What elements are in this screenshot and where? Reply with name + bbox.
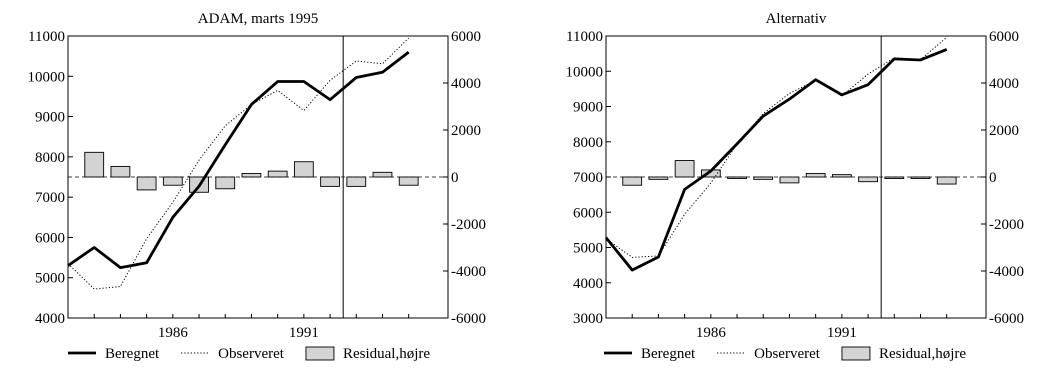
legend-label: Observeret xyxy=(218,346,285,362)
chart-title: Alternativ xyxy=(766,11,827,27)
legend: Beregnet Observeret Residual,højre xyxy=(604,346,966,362)
y-left-tick-label: 7000 xyxy=(573,170,603,186)
series-line-beregnet xyxy=(604,48,948,272)
residual-bar xyxy=(372,171,393,178)
residual-bar xyxy=(884,176,905,179)
residual-bar xyxy=(84,151,105,178)
y-right-tick-label: 4000 xyxy=(451,76,481,92)
residual-bar xyxy=(136,176,157,191)
y-left-tick-label: 6000 xyxy=(35,230,65,246)
residual-bar xyxy=(858,176,878,183)
chart-panel-2: Alternativ 3000 4000 5000 6000 7000 8000 9000 10… xyxy=(566,11,1025,362)
y-left-tick-label: 9000 xyxy=(35,110,65,126)
residual-bar xyxy=(398,176,419,186)
residual-bar xyxy=(110,165,131,178)
x-tick-label: 1991 xyxy=(289,325,319,341)
chart-title: ADAM, marts 1995 xyxy=(198,11,318,27)
y-right-tick-label: 6000 xyxy=(989,29,1019,45)
x-tick-label: 1986 xyxy=(158,325,189,341)
legend-label: Residual,højre xyxy=(879,346,966,362)
legend-label: Residual,højre xyxy=(343,346,430,362)
y-left-tick-label: 5000 xyxy=(35,271,65,287)
series-line-observeret xyxy=(67,37,410,290)
y-left-tick-label: 10000 xyxy=(566,64,604,80)
y-right-tick-label: 2000 xyxy=(451,123,481,139)
y-right-tick-label: -4000 xyxy=(451,264,486,280)
chart-panel-1: ADAM, marts 1995 4000 5000 6000 7000 8000 9000… xyxy=(28,11,487,362)
y-left-tick-label: 11000 xyxy=(28,29,65,45)
residual-bar xyxy=(936,176,957,185)
residual-bar xyxy=(779,176,800,184)
residual-bar xyxy=(241,173,262,178)
legend-label: Beregnet xyxy=(105,346,160,362)
y-left-tick-label: 3000 xyxy=(573,311,603,327)
series-line-observeret xyxy=(605,37,948,258)
residual-bar xyxy=(215,176,236,190)
legend-label: Observeret xyxy=(754,346,821,362)
x-tick-label: 1986 xyxy=(696,325,727,341)
legend: Beregnet Observeret Residual,højre xyxy=(68,346,430,362)
y-left-tick-label: 6000 xyxy=(573,205,603,221)
residual-bar xyxy=(648,176,669,180)
residual-bar xyxy=(320,176,340,187)
legend-label: Beregnet xyxy=(641,346,696,362)
residual-bar xyxy=(910,176,931,179)
legend-swatch-residual xyxy=(841,346,871,361)
residual-bar xyxy=(805,173,826,178)
residual-bar xyxy=(293,161,314,178)
y-left-tick-label: 9000 xyxy=(573,100,603,116)
y-right-tick-label: -2000 xyxy=(989,217,1024,233)
y-left-tick-label: 8000 xyxy=(35,150,65,166)
y-left-tick-label: 10000 xyxy=(28,69,66,85)
residual-bar xyxy=(674,160,695,178)
y-right-tick-label: -2000 xyxy=(451,217,486,233)
y-left-tick-label: 5000 xyxy=(573,241,603,257)
residual-bar xyxy=(753,176,774,180)
y-right-tick-label: 6000 xyxy=(451,29,481,45)
y-left-tick-label: 7000 xyxy=(35,190,65,206)
residual-bar xyxy=(162,176,183,186)
y-left-tick-label: 11000 xyxy=(566,29,603,45)
y-right-tick-label: 4000 xyxy=(989,76,1019,92)
y-right-tick-label: 0 xyxy=(989,170,997,186)
residual-bar xyxy=(267,170,288,178)
series-line-beregnet xyxy=(67,51,410,270)
legend-swatch-residual xyxy=(305,346,335,361)
y-right-tick-label: 0 xyxy=(451,170,459,186)
residual-bar xyxy=(727,176,747,179)
residual-bar xyxy=(622,176,643,186)
y-left-tick-label: 8000 xyxy=(573,135,603,151)
y-left-tick-label: 4000 xyxy=(35,311,65,327)
residual-bar xyxy=(346,176,367,187)
y-right-tick-label: -4000 xyxy=(989,264,1024,280)
residual-bar xyxy=(831,174,852,178)
y-right-tick-label: -6000 xyxy=(989,311,1024,327)
x-tick-label: 1991 xyxy=(827,325,857,341)
y-right-tick-label: -6000 xyxy=(451,311,486,327)
y-left-tick-label: 4000 xyxy=(573,276,603,292)
y-right-tick-label: 2000 xyxy=(989,123,1019,139)
